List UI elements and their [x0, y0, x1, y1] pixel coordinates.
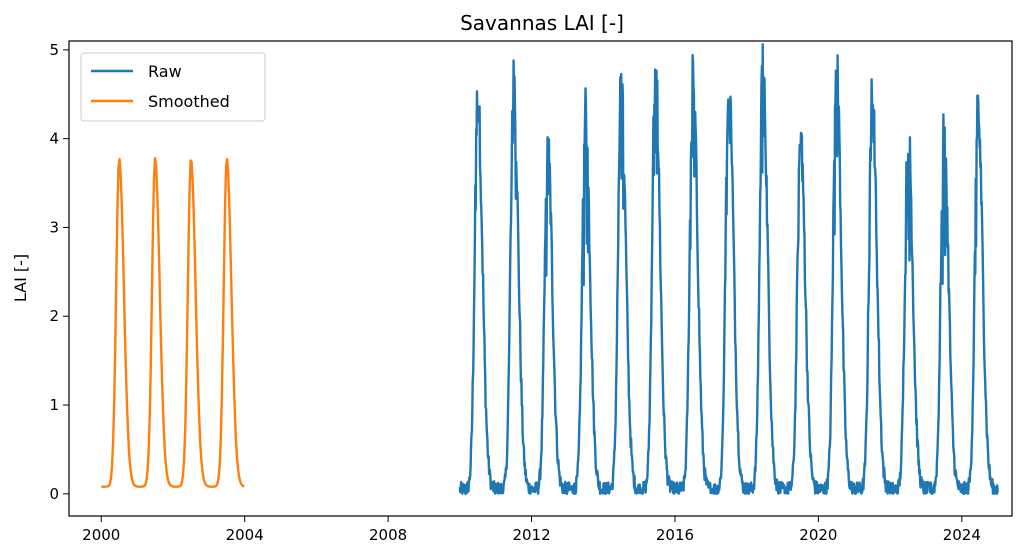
y-tick-label: 1	[49, 396, 59, 414]
y-axis-label: LAI [-]	[11, 254, 30, 302]
series-line-raw	[458, 43, 999, 495]
y-tick-label: 2	[49, 307, 59, 325]
y-tick-label: 3	[49, 218, 59, 236]
plot-area	[101, 43, 999, 495]
x-tick-label: 2008	[369, 526, 407, 544]
chart-title: Savannas LAI [-]	[460, 11, 624, 35]
series-line-smoothed	[101, 157, 245, 488]
y-tick-label: 0	[49, 485, 59, 503]
legend: Raw Smoothed	[80, 52, 266, 122]
x-tick-label: 2020	[799, 526, 837, 544]
x-axis: 2000 2004 2008 2012 2016 2020 2024	[82, 516, 981, 544]
x-tick-label: 2004	[226, 526, 264, 544]
plot-frame	[68, 40, 1013, 517]
x-tick-label: 2016	[656, 526, 694, 544]
x-tick-label: 2012	[512, 526, 550, 544]
x-tick-label: 2000	[82, 526, 120, 544]
y-tick-label: 5	[49, 41, 59, 59]
legend-label-smoothed: Smoothed	[148, 92, 230, 111]
y-tick-label: 4	[49, 130, 59, 148]
y-axis: 0 1 2 3 4 5	[49, 41, 69, 503]
legend-label-raw: Raw	[148, 62, 182, 81]
x-tick-label: 2024	[943, 526, 981, 544]
